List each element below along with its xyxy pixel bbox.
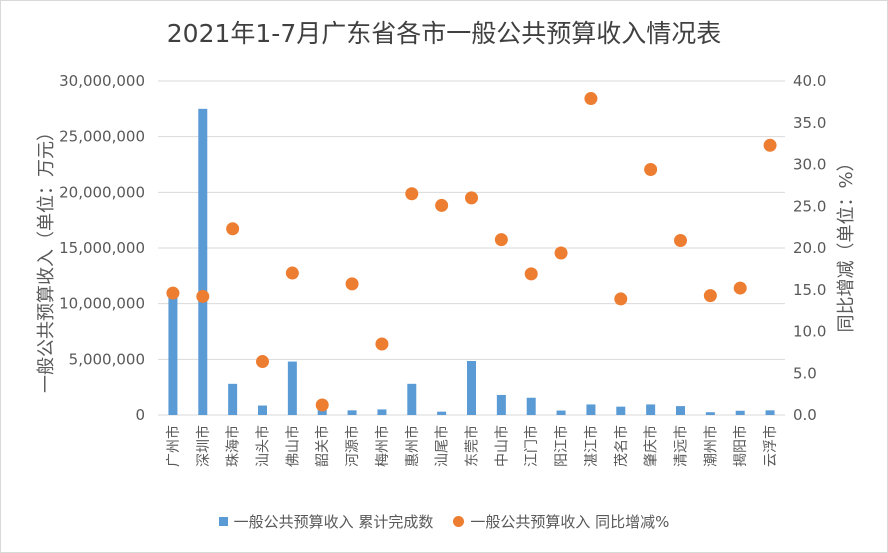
category-label: 广州市 xyxy=(165,425,182,467)
data-point xyxy=(584,92,598,106)
category-label: 惠州市 xyxy=(404,425,421,467)
bar xyxy=(168,293,178,415)
data-point xyxy=(703,289,717,303)
category-labels: 广州市 深圳市 珠海市 汕头市 佛山市 韶关市 河源市 梅州市 惠州市 汕尾市 东莞市 中山市 江门市阳… xyxy=(165,425,779,467)
bar xyxy=(437,411,447,415)
bar xyxy=(317,409,327,415)
data-point xyxy=(494,233,508,247)
data-point xyxy=(554,246,568,260)
chart-title: 2021年1-7月广东省各市一般公共预算收入情况表 xyxy=(166,19,722,48)
bar xyxy=(676,406,685,415)
data-point xyxy=(435,198,449,212)
data-point xyxy=(614,292,628,306)
legend-bar-label: 一般公共预算收入 累计完成数 xyxy=(233,513,434,531)
bar xyxy=(735,410,745,415)
bar xyxy=(287,361,297,415)
category-label: 肇庆市 xyxy=(643,425,660,467)
right-tick-label: 25.0 xyxy=(793,197,826,215)
legend-item-bar: 一般公共预算收入 累计完成数 xyxy=(218,511,434,532)
data-point xyxy=(256,355,269,369)
right-tick-label: 35.0 xyxy=(793,114,826,132)
right-axis-title: 同比增减（单位：%） xyxy=(836,153,857,332)
bar xyxy=(258,405,267,415)
left-tick-label: 15,000,000 xyxy=(59,239,145,257)
left-tick-label: 10,000,000 xyxy=(59,295,145,313)
category-label: 清远市 xyxy=(673,425,690,467)
bar xyxy=(526,397,536,415)
data-point xyxy=(733,281,747,295)
bar xyxy=(705,412,715,415)
category-label: 云浮市 xyxy=(762,425,779,467)
data-point xyxy=(226,222,240,236)
left-tick-label: 5,000,000 xyxy=(69,350,145,368)
bar xyxy=(646,404,656,415)
bar xyxy=(616,406,626,415)
left-tick-label: 20,000,000 xyxy=(59,183,145,201)
left-tick-label: 0 xyxy=(135,406,145,424)
bar xyxy=(496,394,506,415)
legend-item-dot: 一般公共预算收入 同比增减% xyxy=(453,511,669,532)
scatter-series xyxy=(166,92,777,412)
left-tick-label: 25,000,000 xyxy=(59,128,145,146)
data-point xyxy=(524,267,538,281)
data-point xyxy=(345,277,359,291)
right-tick-label: 20.0 xyxy=(793,239,826,257)
legend: 一般公共预算收入 累计完成数 一般公共预算收入 同比增减% xyxy=(0,511,888,532)
category-label: 韶关市 xyxy=(314,425,331,467)
category-label: 佛山市 xyxy=(284,425,301,467)
right-tick-label: 0.0 xyxy=(793,406,817,424)
bar xyxy=(556,410,566,415)
category-label: 深圳市 xyxy=(195,425,212,467)
data-point xyxy=(196,289,210,303)
category-label: 江门市 xyxy=(523,425,540,467)
category-label: 东莞市 xyxy=(464,425,481,467)
data-point xyxy=(285,266,299,280)
right-tick-label: 10.0 xyxy=(793,323,826,341)
bar xyxy=(198,108,208,415)
category-label: 河源市 xyxy=(344,425,361,467)
category-label: 阳江市 xyxy=(553,425,570,467)
category-label: 茂名市 xyxy=(613,425,630,467)
category-label: 揭阳市 xyxy=(732,425,749,467)
bar xyxy=(467,361,476,415)
category-label: 中山市 xyxy=(493,425,510,467)
data-point xyxy=(166,286,180,300)
data-point xyxy=(375,337,389,351)
category-label: 珠海市 xyxy=(225,425,242,467)
bar xyxy=(377,409,387,415)
category-label: 梅州市 xyxy=(374,425,391,467)
data-point xyxy=(315,398,329,412)
right-tick-label: 5.0 xyxy=(793,364,817,382)
legend-bar-swatch xyxy=(218,517,228,526)
bar xyxy=(765,410,775,415)
legend-dot-swatch xyxy=(453,516,465,527)
bar xyxy=(407,383,417,415)
right-tick-label: 30.0 xyxy=(793,156,826,174)
left-tick-label: 30,000,000 xyxy=(59,72,145,90)
data-point xyxy=(763,138,777,152)
right-tick-label: 15.0 xyxy=(793,281,826,299)
category-label: 汕头市 xyxy=(255,425,272,467)
right-tick-label: 40.0 xyxy=(793,72,826,90)
legend-dot-label: 一般公共预算收入 同比增减% xyxy=(470,513,670,531)
bar xyxy=(347,410,357,415)
category-label: 汕尾市 xyxy=(434,425,451,467)
left-axis-title: 一般公共预算收入（单位：万元） xyxy=(36,123,57,393)
category-label: 潮州市 xyxy=(702,425,719,467)
bar xyxy=(586,404,596,415)
data-point xyxy=(644,163,658,177)
bar-series xyxy=(168,108,775,415)
category-label: 湛江市 xyxy=(583,425,600,467)
bar xyxy=(228,383,238,415)
left-axis-ticks: 0 5,000,000 10,000,000 15,000,000 20,000,000… xyxy=(59,72,145,424)
data-point xyxy=(465,191,478,205)
data-point xyxy=(405,187,419,201)
right-axis-ticks: 0.0 5.0 10.0 15.0 20.0 25.0 30.0 35.0 40.0 xyxy=(793,72,826,424)
data-point xyxy=(674,233,687,247)
